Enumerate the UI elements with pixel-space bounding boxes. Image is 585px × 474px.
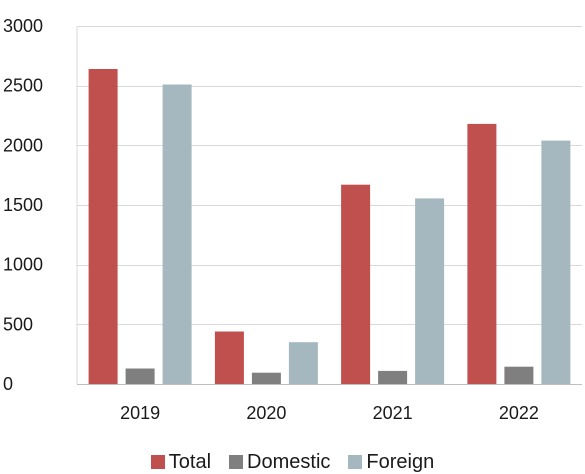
- bar-domestic-2021: [378, 370, 408, 384]
- x-tick-label: 2020: [246, 403, 286, 423]
- bar-domestic-2020: [251, 372, 281, 384]
- y-tick-label: 3000: [3, 16, 43, 36]
- legend-swatch-total: [150, 455, 165, 469]
- legend-item-domestic: Domestic: [229, 451, 330, 474]
- y-tick-label: 1500: [3, 195, 43, 215]
- bar-domestic-2019: [125, 368, 155, 384]
- bar-foreign-2019: [162, 84, 192, 384]
- y-tick-label: 500: [3, 314, 33, 334]
- gridlines: [76, 26, 582, 385]
- legend-item-foreign: Foreign: [348, 451, 434, 474]
- y-tick-label: 0: [3, 374, 13, 394]
- bar-total-2022: [467, 123, 497, 385]
- bar-foreign-2021: [415, 198, 445, 384]
- y-axis-labels: 0 500 1000 1500 2000 2500 3000: [3, 16, 43, 394]
- y-tick-label: 1000: [3, 255, 43, 275]
- bar-chart: 0 500 1000 1500 2000 2500 3000 2019 2020 2021 202…: [3, 16, 582, 423]
- x-tick-label: 2019: [120, 403, 160, 423]
- bar-foreign-2020: [288, 342, 318, 384]
- legend-swatch-foreign: [348, 455, 363, 469]
- bar-foreign-2022: [541, 140, 571, 384]
- bar-total-2021: [341, 184, 371, 384]
- x-axis-labels: 2019 2020 2021 2022: [120, 403, 539, 423]
- legend-label-domestic: Domestic: [247, 450, 331, 473]
- legend: Total Domestic Foreign: [0, 450, 585, 474]
- legend-label-total: Total: [168, 450, 212, 473]
- y-tick-label: 2000: [3, 135, 43, 155]
- y-tick-label: 2500: [3, 76, 43, 96]
- legend-label-foreign: Foreign: [366, 450, 435, 473]
- legend-swatch-domestic: [229, 455, 244, 469]
- bar-domestic-2022: [504, 366, 534, 384]
- x-tick-label: 2022: [499, 403, 539, 423]
- legend-item-total: Total: [150, 450, 212, 474]
- bars: [88, 69, 571, 385]
- bar-total-2019: [88, 69, 118, 384]
- x-tick-label: 2021: [373, 403, 413, 423]
- bar-total-2020: [214, 331, 244, 384]
